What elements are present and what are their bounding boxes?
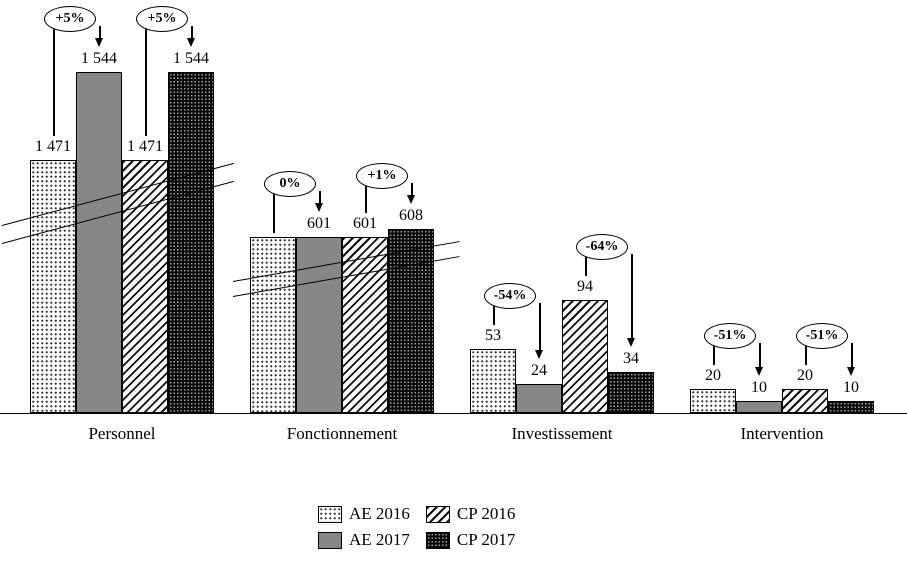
bar-ae-2017-intervention: [736, 401, 782, 413]
legend-swatch-ae-2016: [318, 505, 342, 523]
legend-item-cp-2016: CP 2016: [425, 504, 516, 524]
annotation-connector-line: [273, 191, 275, 233]
annotation-connector-line: [713, 343, 715, 365]
bar-cp-2016-investissement: [562, 300, 608, 413]
bar-value-label: 34: [623, 350, 639, 368]
annotation-arrowhead: [187, 38, 195, 48]
annotation-arrow-line: [631, 254, 633, 339]
bar-value-label: 608: [399, 206, 423, 224]
bar-value-label: 53: [485, 327, 501, 345]
legend-swatch-cp-2017: [425, 531, 450, 549]
annotation-arrow-line: [411, 182, 413, 195]
bar-value-label: 1 471: [35, 138, 71, 155]
bar-value-label: 24: [531, 362, 547, 380]
bar-value-label: 94: [577, 278, 593, 296]
annotation-arrowhead: [847, 367, 855, 376]
legend-swatch-cp-2016: [425, 505, 450, 523]
bar-value-label: 1 544: [173, 50, 209, 68]
bar-ae-2016-intervention: [690, 389, 736, 413]
annotation-arrow-line: [759, 343, 761, 367]
bar-cp-2017-investissement: [608, 372, 654, 413]
pct-annotation: 0%: [264, 171, 316, 197]
bar-value-label: 1 471: [127, 138, 163, 155]
pct-annotation: -54%: [484, 283, 536, 310]
category-label: Personnel: [88, 424, 156, 443]
annotation-arrow-line: [851, 343, 853, 367]
pct-annotation: -51%: [796, 323, 848, 349]
legend-item-ae-2017: AE 2017: [318, 530, 410, 550]
bar-ae-2016-fonctionnement: [250, 237, 296, 413]
legend-label: AE 2016: [349, 504, 410, 523]
annotation-arrowhead: [627, 338, 635, 348]
legend-label: CP 2017: [456, 530, 516, 549]
bar-value-label: 601: [307, 215, 331, 232]
annotation-arrow-line: [539, 303, 541, 351]
annotation-connector-line: [493, 303, 495, 326]
legend-label: CP 2016: [456, 504, 516, 523]
bar-value-label: 601: [353, 215, 377, 232]
bar-cp-2017-fonctionnement: [388, 228, 434, 413]
annotation-connector-line: [805, 343, 807, 365]
annotation-arrowhead: [535, 350, 543, 360]
legend-item-cp-2017: CP 2017: [425, 530, 516, 550]
annotation-arrowhead: [95, 38, 103, 48]
annotation-arrowhead: [407, 194, 415, 204]
pct-annotation: -64%: [576, 234, 628, 261]
bar-value-label: 20: [705, 367, 721, 384]
bar-ae-2017-personnel: [76, 72, 122, 413]
bar-value-label: 10: [843, 379, 859, 396]
annotation-arrow-line: [99, 26, 101, 39]
bar-ae-2016-investissement: [470, 349, 516, 413]
pct-annotation: -51%: [704, 323, 756, 349]
pct-annotation: +5%: [136, 6, 188, 33]
bar-cp-2017-intervention: [828, 401, 874, 413]
annotation-connector-line: [365, 182, 367, 213]
legend: AE 2016 CP 2016 AE 2017 CP 2017: [318, 504, 515, 550]
bar-value-label: 20: [797, 367, 813, 384]
bar-ae-2017-investissement: [516, 384, 562, 413]
bar-cp-2016-intervention: [782, 389, 828, 413]
annotation-connector-line: [145, 26, 147, 136]
category-label: Investissement: [511, 424, 613, 443]
x-axis-line: [0, 413, 907, 414]
annotation-arrowhead: [755, 367, 763, 376]
legend-item-ae-2016: AE 2016: [318, 504, 410, 524]
pct-annotation: +5%: [44, 6, 96, 33]
annotation-arrow-line: [191, 26, 193, 39]
bar-value-label: 10: [751, 379, 767, 396]
annotation-connector-line: [53, 26, 55, 136]
legend-label: AE 2017: [349, 530, 410, 549]
bar-ae-2017-fonctionnement: [296, 237, 342, 413]
bar-ae-2016-personnel: [30, 160, 76, 413]
bar-cp-2016-fonctionnement: [342, 237, 388, 413]
annotation-connector-line: [585, 254, 587, 277]
legend-swatch-ae-2017: [318, 531, 342, 549]
bar-cp-2016-personnel: [122, 160, 168, 413]
annotation-arrow-line: [319, 191, 321, 203]
bar-value-label: 1 544: [81, 50, 117, 68]
category-label: Intervention: [740, 424, 824, 443]
annotation-arrowhead: [315, 203, 323, 212]
category-label: Fonctionnement: [286, 424, 398, 443]
bar-cp-2017-personnel: [168, 72, 214, 413]
pct-annotation: +1%: [356, 162, 408, 189]
